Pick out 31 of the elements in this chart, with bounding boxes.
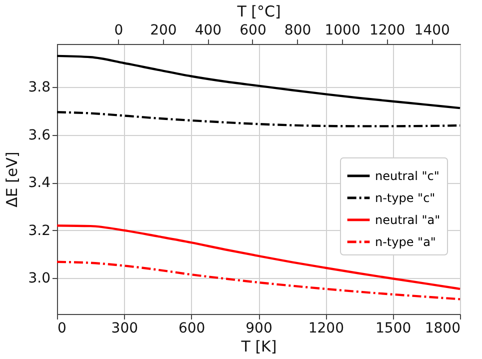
x2-axis-title: T [°C] [236,2,281,20]
y-tick-label: 3.4 [28,175,51,192]
y-tick-label: 3.8 [28,80,50,96]
x-axis-title: T [K] [240,338,277,356]
x2-tick-label: 400 [194,22,222,38]
x2-tick-label: 1400 [414,22,450,38]
line-series [56,260,462,300]
x-tick-label: 600 [178,320,206,336]
x2-tick-label: 1000 [324,22,360,38]
y-tick-label: 3.6 [28,127,51,144]
line-series [56,110,462,128]
x2-tick-label: 1200 [370,22,406,38]
legend-label: neutral "a" [375,212,440,227]
x2-tick-label: 0 [114,22,124,38]
x-tick-label: 0 [58,320,66,336]
line-series [56,224,462,290]
x2-tick-label: 800 [284,22,312,38]
x-tick-label: 1500 [376,320,412,336]
y-tick-label: 3.0 [28,270,50,287]
x-tick-label: 900 [246,320,272,336]
x-tick-label: 300 [111,320,138,336]
x-tick-label: 1200 [308,320,344,336]
y-tick-label: 3.2 [28,222,50,239]
legend-label: neutral "c" [375,168,440,183]
legend-label: n-type "a" [375,234,436,249]
x2-tick-label: 200 [150,22,177,38]
legend-label: n-type "c" [375,190,436,205]
line-series [56,54,462,110]
x2-tick-label: 600 [240,22,266,38]
x-tick-label: 1800 [424,320,460,336]
y-axis-title: ΔE [eV] [3,152,22,208]
